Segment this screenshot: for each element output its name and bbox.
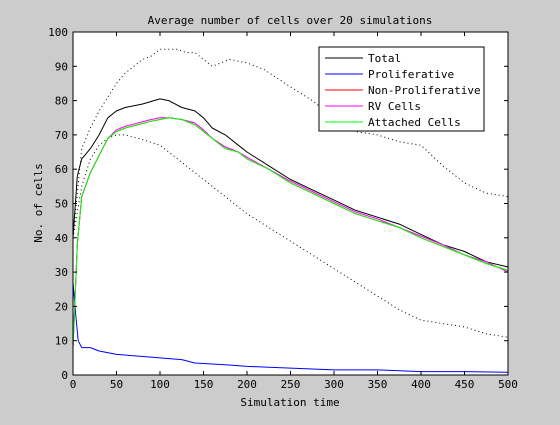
y-axis-label: No. of cells <box>32 163 45 242</box>
y-tick-label: 70 <box>55 129 68 142</box>
x-tick-label: 150 <box>194 378 214 391</box>
legend-label-attached-cells: Attached Cells <box>368 116 461 129</box>
y-tick-label: 50 <box>55 198 68 211</box>
x-tick-label: 250 <box>281 378 301 391</box>
series-line-proliferative <box>72 282 509 373</box>
y-tick-label: 10 <box>55 335 68 348</box>
y-tick-label: 0 <box>61 369 68 382</box>
x-tick-label: 100 <box>150 378 170 391</box>
x-axis-label: Simulation time <box>240 396 339 409</box>
series-line-attached-cells <box>72 117 509 348</box>
y-tick-label: 80 <box>55 95 68 108</box>
legend-label-rv-cells: RV Cells <box>368 100 421 113</box>
plot-lines <box>72 48 509 373</box>
x-tick-label: 0 <box>70 378 77 391</box>
x-tick-label: 300 <box>324 378 344 391</box>
y-tick-label: 100 <box>48 26 68 39</box>
chart-title: Average number of cells over 20 simulati… <box>148 14 433 27</box>
y-tick-label: 40 <box>55 232 68 245</box>
legend-label-non-proliferative: Non-Proliferative <box>368 84 481 97</box>
series-line-total <box>72 98 509 268</box>
legend-label-total: Total <box>368 52 401 65</box>
y-tick-label: 60 <box>55 163 68 176</box>
legend-label-proliferative: Proliferative <box>368 68 454 81</box>
y-tick-label: 30 <box>55 266 68 279</box>
y-tick-label: 90 <box>55 60 68 73</box>
legend: Total Proliferative Non-Proliferative RV Ce… <box>318 46 485 132</box>
y-tick-label: 20 <box>55 300 68 313</box>
legend-box <box>318 46 485 132</box>
axis-ticks: 0 50 100 150 200 250 300 350 400 450 500 0 10 20 30 40 5… <box>48 26 518 391</box>
x-tick-label: 50 <box>110 378 123 391</box>
x-tick-label: 500 <box>498 378 518 391</box>
x-tick-label: 350 <box>368 378 388 391</box>
x-tick-label: 400 <box>411 378 431 391</box>
x-tick-label: 450 <box>455 378 475 391</box>
x-tick-label: 200 <box>237 378 257 391</box>
